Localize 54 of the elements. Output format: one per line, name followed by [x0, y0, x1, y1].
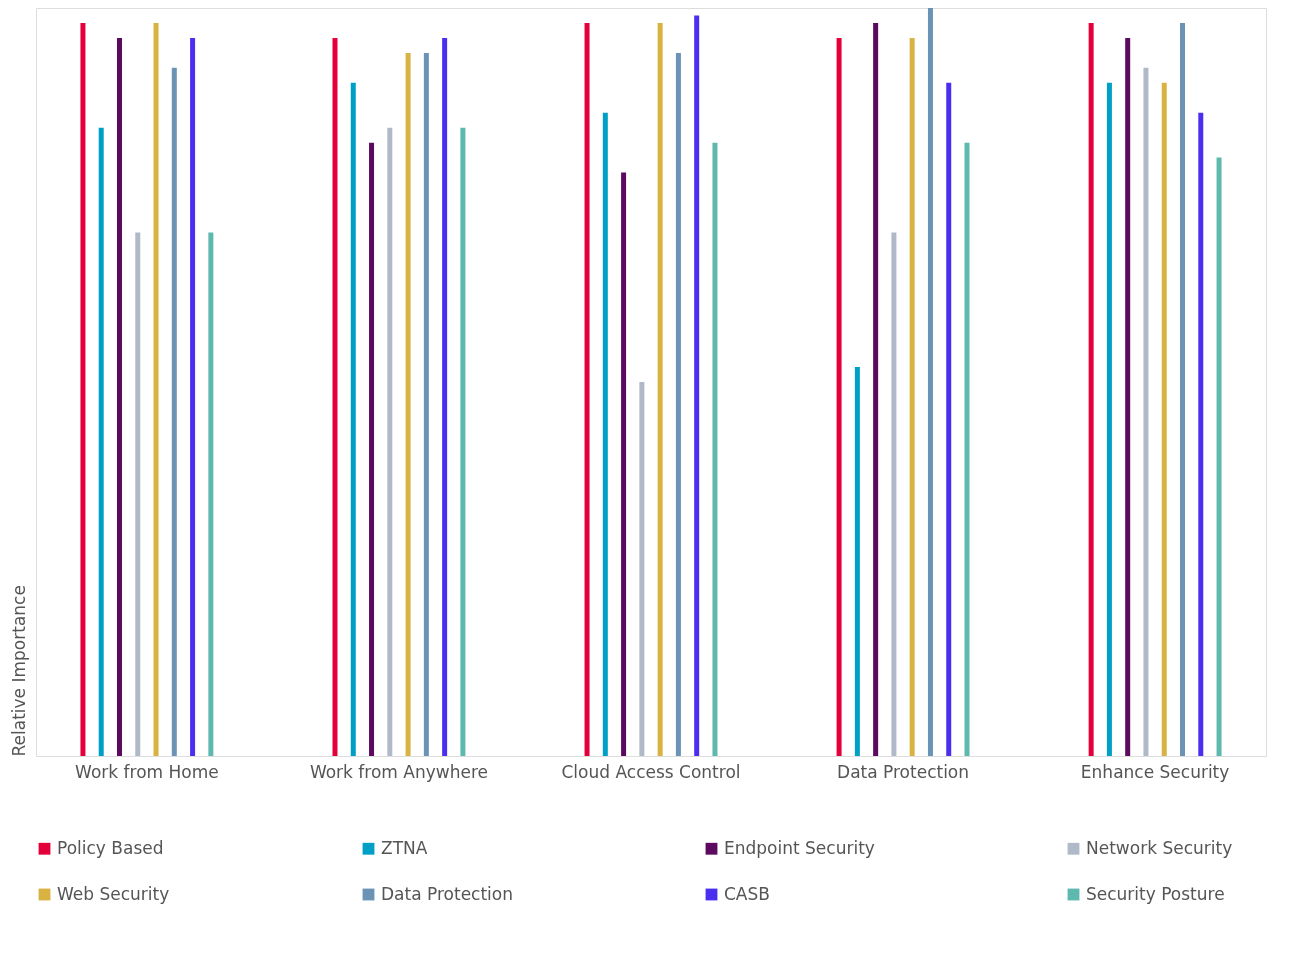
bar	[190, 37, 196, 756]
bar	[135, 232, 141, 756]
bar	[332, 37, 338, 756]
legend-label: Data Protection	[381, 883, 513, 904]
x-tick-label: Work from Home	[75, 761, 219, 782]
bar	[208, 232, 214, 756]
bar	[712, 142, 718, 756]
bar	[694, 15, 700, 756]
bar	[1125, 37, 1131, 756]
bar	[1198, 112, 1204, 756]
bar	[873, 22, 879, 756]
legend-label: Web Security	[57, 883, 170, 904]
bar	[1143, 67, 1149, 756]
bar	[927, 8, 933, 756]
bar	[946, 82, 952, 756]
bar	[98, 127, 104, 756]
bar	[153, 22, 159, 756]
bar	[116, 37, 122, 756]
bar	[639, 382, 645, 756]
bar	[1088, 22, 1094, 756]
bar	[350, 82, 356, 756]
bar	[621, 172, 627, 756]
legend-label: Network Security	[1086, 837, 1233, 858]
bar	[891, 232, 897, 756]
legend-label: Security Posture	[1086, 883, 1225, 904]
bar	[836, 37, 842, 756]
y-axis-title: Relative Importance	[8, 585, 29, 757]
bar	[909, 37, 915, 756]
bar	[584, 22, 590, 756]
bar	[854, 367, 860, 756]
legend-label: ZTNA	[381, 837, 428, 858]
bar	[1216, 157, 1222, 756]
bar	[1180, 22, 1186, 756]
bar	[1106, 82, 1112, 756]
legend-label: Endpoint Security	[724, 837, 875, 858]
bar	[423, 52, 429, 756]
bar	[602, 112, 608, 756]
bar	[80, 22, 86, 756]
bar	[964, 142, 970, 756]
bar	[369, 142, 375, 756]
bar	[405, 52, 411, 756]
x-tick-label: Cloud Access Control	[561, 761, 741, 782]
legend-label: Policy Based	[57, 837, 164, 858]
bar	[387, 127, 393, 756]
bar	[171, 67, 177, 756]
x-tick-label: Work from Anywhere	[309, 761, 488, 782]
bar	[1161, 82, 1167, 756]
x-tick-label: Data Protection	[837, 761, 970, 782]
bar	[675, 52, 681, 756]
bar	[460, 127, 466, 756]
x-tick-label: Enhance Security	[1080, 761, 1230, 782]
bar	[442, 37, 448, 756]
bar	[657, 22, 663, 756]
legend-label: CASB	[724, 883, 770, 904]
